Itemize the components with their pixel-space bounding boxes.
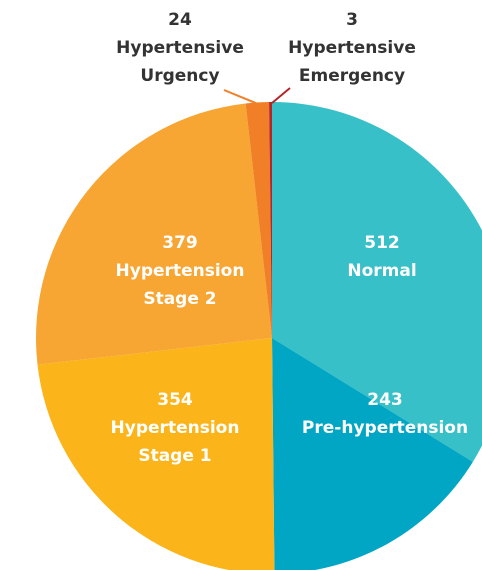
slice-category-label: Normal	[347, 261, 416, 281]
pie-slice	[269, 102, 272, 338]
slice-category-label: Hypertension	[116, 261, 245, 281]
pie-slice	[245, 102, 272, 338]
leader-line	[223, 89, 259, 105]
slice-value-label: 24	[168, 10, 192, 30]
slice-category-label: Pre-hypertension	[302, 418, 468, 438]
pie-slice	[272, 338, 473, 570]
pie-slice	[36, 103, 272, 365]
slice-category-label: Hypertension	[111, 418, 240, 438]
slice-value-label: 512	[364, 233, 400, 253]
leader-line	[271, 87, 291, 104]
pie-slice	[37, 338, 275, 570]
pie-slice	[272, 102, 482, 462]
slice-category-label: Emergency	[299, 66, 405, 86]
slice-value-label: 243	[367, 390, 403, 410]
slice-value-label: 379	[162, 233, 198, 253]
slice-value-label: 3	[346, 10, 358, 30]
slice-value-label: 354	[157, 390, 193, 410]
slice-category-label: Stage 1	[138, 446, 211, 466]
slice-category-label: Hypertensive	[288, 38, 416, 58]
slice-category-label: Urgency	[140, 66, 219, 86]
slice-category-label: Stage 2	[143, 289, 216, 309]
slice-category-label: Hypertensive	[116, 38, 244, 58]
